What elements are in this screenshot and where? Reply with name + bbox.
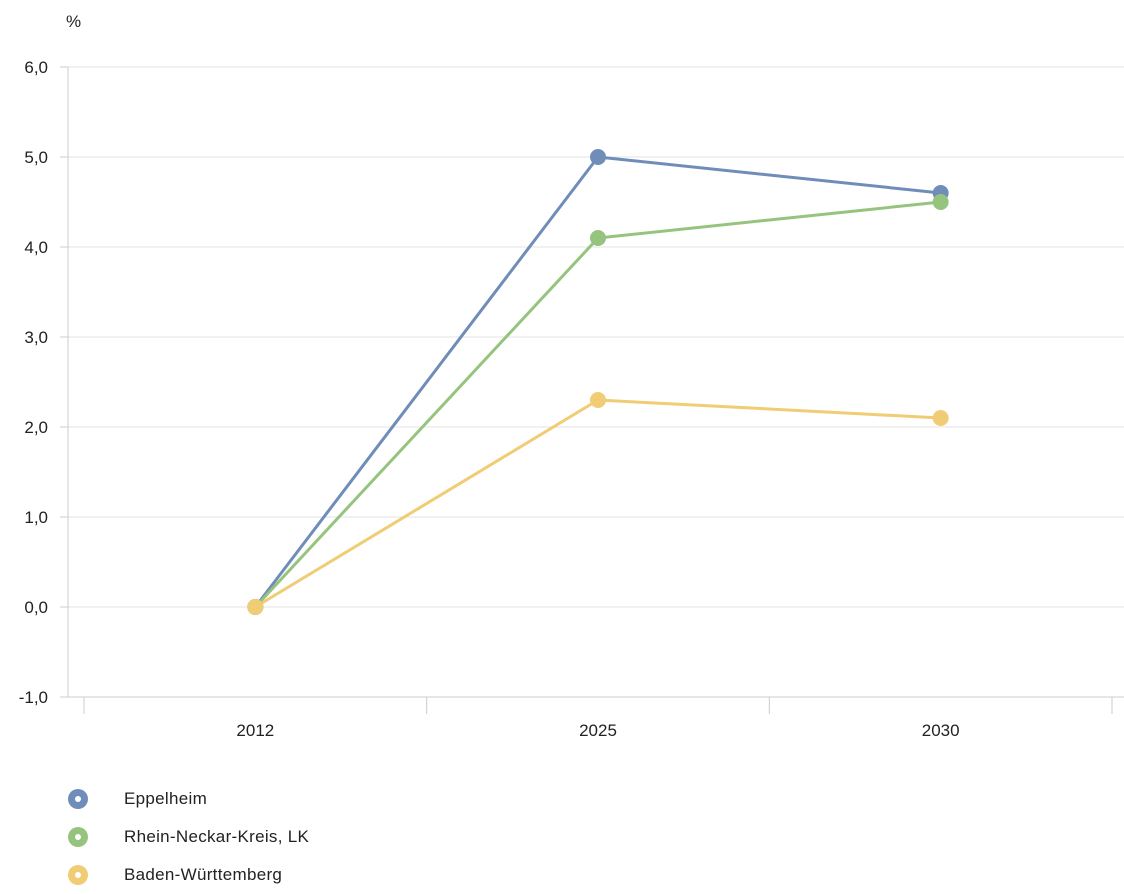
y-tick-label: 1,0 <box>24 508 48 527</box>
legend-marker-icon <box>68 827 88 847</box>
y-unit-label: % <box>66 12 81 31</box>
y-tick-label: 3,0 <box>24 328 48 347</box>
data-point[interactable] <box>590 392 606 408</box>
y-tick-label: 2,0 <box>24 418 48 437</box>
legend-label: Eppelheim <box>124 789 208 808</box>
y-tick-label: 5,0 <box>24 148 48 167</box>
series-group <box>247 149 949 615</box>
legend-marker-icon <box>68 865 88 885</box>
series-line <box>253 155 943 609</box>
y-tick-label: -1,0 <box>19 688 48 707</box>
legend-label: Baden-Württemberg <box>124 865 283 884</box>
legend: Eppelheim Rhein-Neckar-Kreis, LK Baden-W… <box>68 780 309 894</box>
data-point[interactable] <box>247 599 264 615</box>
y-tick-label: 4,0 <box>24 238 48 257</box>
y-tick-label: 0,0 <box>24 598 48 617</box>
legend-marker-icon <box>68 789 88 809</box>
legend-label: Rhein-Neckar-Kreis, LK <box>124 827 310 846</box>
line-chart: % -1,0 0,0 1,0 2,0 3,0 4,0 5,0 6,0 2012 2025 2030 <box>19 12 1124 740</box>
data-point[interactable] <box>590 149 606 165</box>
x-tick-labels: 2012 2025 2030 <box>236 721 959 740</box>
x-tick-label: 2012 <box>236 721 274 740</box>
data-point[interactable] <box>932 194 949 210</box>
x-tick-label: 2030 <box>922 721 960 740</box>
data-point[interactable] <box>590 230 606 246</box>
y-tick-labels: -1,0 0,0 1,0 2,0 3,0 4,0 5,0 6,0 <box>19 58 48 707</box>
legend-item-eppelheim[interactable]: Eppelheim <box>68 780 309 818</box>
series-line <box>253 398 943 609</box>
legend-item-baden-wuerttemberg[interactable]: Baden-Württemberg <box>68 856 309 894</box>
data-point[interactable] <box>932 410 949 426</box>
y-tick-label: 6,0 <box>24 58 48 77</box>
axes <box>67 67 1124 698</box>
legend-item-rhein-neckar-kreis[interactable]: Rhein-Neckar-Kreis, LK <box>68 818 309 856</box>
x-tick-label: 2025 <box>579 721 617 740</box>
grid-lines <box>60 66 1124 714</box>
